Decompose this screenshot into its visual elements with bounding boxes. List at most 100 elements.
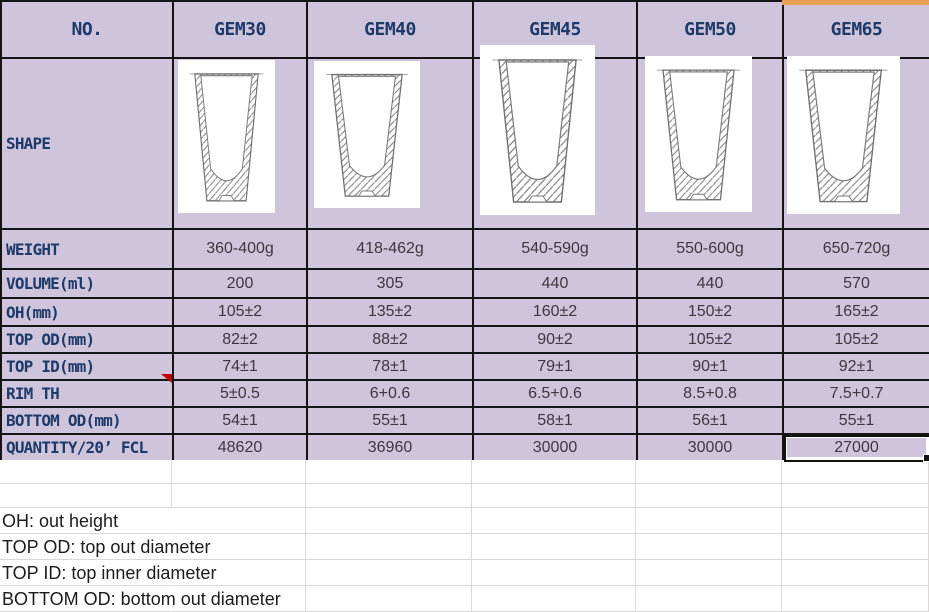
- spec-cell-oh-mm-gem30[interactable]: 105±2: [174, 299, 308, 327]
- spec-cell-volume-ml-gem30[interactable]: 200: [174, 270, 308, 299]
- empty-cell[interactable]: [782, 560, 929, 586]
- comment-marker-icon: [161, 374, 172, 383]
- spec-cell-rim-th-gem50[interactable]: 8.5+0.8: [638, 381, 784, 408]
- empty-cell[interactable]: [636, 560, 782, 586]
- empty-cell[interactable]: [636, 534, 782, 560]
- spec-cell-rim-th-gem45[interactable]: 6.5+0.6: [474, 381, 638, 408]
- spec-cell-top-od-mm-gem40[interactable]: 88±2: [308, 327, 474, 354]
- shape-cell-gem40[interactable]: [308, 59, 474, 230]
- footnote-cell[interactable]: OH: out height: [0, 508, 172, 534]
- row-label-bottom-od-mm[interactable]: BOTTOM OD(mm): [2, 408, 174, 435]
- footnote-cell[interactable]: TOP ID: top inner diameter: [0, 560, 221, 586]
- spec-cell-volume-ml-gem45[interactable]: 440: [474, 270, 638, 299]
- spec-cell-top-id-mm-gem30[interactable]: 74±1: [174, 354, 308, 381]
- row-label-oh-mm[interactable]: OH(mm): [2, 299, 174, 327]
- empty-cell[interactable]: [0, 484, 172, 508]
- spec-cell-weight-gem30[interactable]: 360-400g: [174, 230, 308, 270]
- empty-cell[interactable]: [172, 460, 306, 484]
- row-label-quantity-20-fcl[interactable]: QUANTITY/20’ FCL: [2, 435, 174, 462]
- footnote-text: BOTTOM OD: bottom out diameter: [2, 589, 285, 608]
- empty-cell[interactable]: [782, 534, 929, 560]
- spec-cell-top-od-mm-gem30[interactable]: 82±2: [174, 327, 308, 354]
- spec-cell-weight-gem40[interactable]: 418-462g: [308, 230, 474, 270]
- spec-cell-top-od-mm-gem65[interactable]: 105±2: [784, 327, 929, 354]
- empty-cell[interactable]: [636, 484, 782, 508]
- empty-cell[interactable]: [306, 534, 472, 560]
- spec-cell-rim-th-gem40[interactable]: 6+0.6: [308, 381, 474, 408]
- spec-cell-top-id-mm-gem40[interactable]: 78±1: [308, 354, 474, 381]
- footnote-area: OH: out height TOP OD: top out diameter TO…: [0, 460, 929, 612]
- spec-cell-top-od-mm-gem45[interactable]: 90±2: [474, 327, 638, 354]
- empty-cell[interactable]: [636, 460, 782, 484]
- shape-cell-gem50[interactable]: [638, 56, 784, 230]
- spec-cell-quantity-20-fcl-gem40[interactable]: 36960: [308, 435, 474, 462]
- empty-cell[interactable]: [782, 586, 929, 612]
- shape-cell-gem30[interactable]: [174, 59, 308, 230]
- empty-cell[interactable]: [472, 460, 636, 484]
- shape-cell-gem45[interactable]: [474, 45, 638, 230]
- empty-cell[interactable]: [172, 508, 306, 534]
- empty-cell[interactable]: [306, 460, 472, 484]
- column-header-gem50[interactable]: GEM50: [638, 2, 784, 59]
- footnote-cell[interactable]: BOTTOM OD: bottom out diameter: [0, 586, 285, 612]
- spec-cell-bottom-od-mm-gem50[interactable]: 56±1: [638, 408, 784, 435]
- spec-cell-top-id-mm-gem65[interactable]: 92±1: [784, 354, 929, 381]
- corner-cell[interactable]: NO.: [2, 2, 174, 59]
- empty-cell[interactable]: [782, 484, 929, 508]
- empty-cell[interactable]: [472, 560, 636, 586]
- shape-cell-gem65[interactable]: [784, 56, 929, 230]
- empty-cell[interactable]: [306, 508, 472, 534]
- spec-cell-oh-mm-gem45[interactable]: 160±2: [474, 299, 638, 327]
- spec-cell-quantity-20-fcl-gem45[interactable]: 30000: [474, 435, 638, 462]
- spec-cell-quantity-20-fcl-gem50[interactable]: 30000: [638, 435, 784, 462]
- row-label-weight[interactable]: WEIGHT: [2, 230, 174, 270]
- empty-cell[interactable]: [172, 534, 306, 560]
- spec-cell-weight-gem65[interactable]: 650-720g: [784, 230, 929, 270]
- spec-cell-rim-th-gem65[interactable]: 7.5+0.7: [784, 381, 929, 408]
- spec-cell-top-od-mm-gem50[interactable]: 105±2: [638, 327, 784, 354]
- spec-cell-volume-ml-gem40[interactable]: 305: [308, 270, 474, 299]
- spec-cell-weight-gem45[interactable]: 540-590g: [474, 230, 638, 270]
- empty-cell[interactable]: [782, 508, 929, 534]
- empty-cell[interactable]: [306, 560, 472, 586]
- spec-cell-top-id-mm-gem45[interactable]: 79±1: [474, 354, 638, 381]
- footnote-cell[interactable]: TOP OD: top out diameter: [0, 534, 215, 560]
- row-label-shape[interactable]: SHAPE: [2, 59, 174, 230]
- column-header-gem40[interactable]: GEM40: [308, 2, 474, 59]
- row-label-top-od-mm[interactable]: TOP OD(mm): [2, 327, 174, 354]
- cup-cross-section-icon: [314, 61, 420, 208]
- empty-cell[interactable]: [472, 534, 636, 560]
- column-header-gem30[interactable]: GEM30: [174, 2, 308, 59]
- empty-cell[interactable]: [472, 508, 636, 534]
- empty-cell[interactable]: [782, 460, 929, 484]
- spec-cell-oh-mm-gem65[interactable]: 165±2: [784, 299, 929, 327]
- row-label-rim-th[interactable]: RIM TH: [2, 374, 174, 408]
- spec-cell-oh-mm-gem50[interactable]: 150±2: [638, 299, 784, 327]
- empty-cell[interactable]: [636, 586, 782, 612]
- empty-cell[interactable]: [172, 484, 306, 508]
- spec-cell-bottom-od-mm-gem45[interactable]: 58±1: [474, 408, 638, 435]
- row-label-top-id-mm[interactable]: TOP ID(mm): [2, 354, 174, 381]
- spec-cell-quantity-20-fcl-gem30[interactable]: 48620: [174, 435, 308, 462]
- spec-cell-volume-ml-gem50[interactable]: 440: [638, 270, 784, 299]
- spec-cell-oh-mm-gem40[interactable]: 135±2: [308, 299, 474, 327]
- empty-cell[interactable]: [472, 586, 636, 612]
- empty-cell[interactable]: [636, 508, 782, 534]
- column-header-gem65[interactable]: GEM65: [784, 2, 929, 59]
- empty-cell[interactable]: [472, 484, 636, 508]
- spec-cell-bottom-od-mm-gem30[interactable]: 54±1: [174, 408, 308, 435]
- selected-cell[interactable]: 27000: [784, 435, 929, 462]
- empty-cell[interactable]: [306, 484, 472, 508]
- spec-cell-volume-ml-gem65[interactable]: 570: [784, 270, 929, 299]
- spec-cell-bottom-od-mm-gem40[interactable]: 55±1: [308, 408, 474, 435]
- cup-cross-section-icon: [645, 56, 752, 212]
- footnote-text: TOP OD: top out diameter: [2, 537, 215, 556]
- empty-cell[interactable]: [0, 460, 172, 484]
- spec-cell-weight-gem50[interactable]: 550-600g: [638, 230, 784, 270]
- spec-cell-top-id-mm-gem50[interactable]: 90±1: [638, 354, 784, 381]
- empty-cell[interactable]: [306, 586, 472, 612]
- spec-cell-bottom-od-mm-gem65[interactable]: 55±1: [784, 408, 929, 435]
- spec-cell-rim-th-gem30[interactable]: 5±0.5: [174, 381, 308, 408]
- row-label-volume-ml[interactable]: VOLUME(ml): [2, 270, 174, 299]
